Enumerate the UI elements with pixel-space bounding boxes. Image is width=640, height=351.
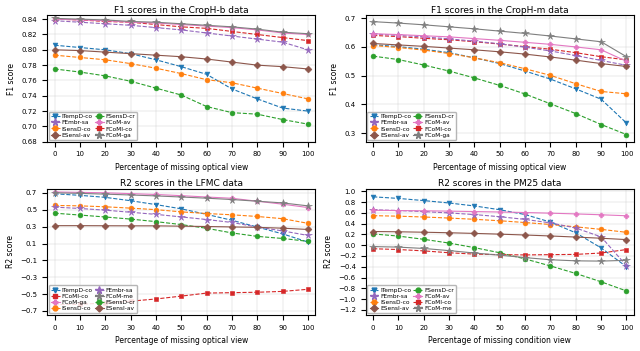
X-axis label: Percentage of missing optical view: Percentage of missing optical view <box>115 337 248 345</box>
Legend: ITempD-co, FCoMI-co, FCoM-ga, ISensD-co, FEmbr-sa, FCoM-me, FSensD-cr, ESensI-av: ITempD-co, FCoMI-co, FCoM-ga, ISensD-co,… <box>49 285 138 313</box>
Legend: ITempD-co, FEmbr-sa, ISensD-co, ESensI-av, FSensD-cr, FCoM-av, FCoMI-co, FCoM-me: ITempD-co, FEmbr-sa, ISensD-co, ESensI-a… <box>367 285 456 313</box>
Y-axis label: R2 score: R2 score <box>6 236 15 269</box>
Y-axis label: F1 score: F1 score <box>330 62 339 94</box>
Y-axis label: R2 score: R2 score <box>324 236 333 269</box>
Title: R2 scores in the LFMC data: R2 scores in the LFMC data <box>120 179 243 188</box>
Title: R2 scores in the PM25 data: R2 scores in the PM25 data <box>438 179 561 188</box>
X-axis label: Percentage of missing optical view: Percentage of missing optical view <box>115 163 248 172</box>
Title: F1 scores in the CropH-m data: F1 scores in the CropH-m data <box>431 6 568 14</box>
X-axis label: Percentage of missing condition view: Percentage of missing condition view <box>428 337 572 345</box>
Legend: ITempD-co, FEmbr-sa, ISensD-co, ESensI-av, FSensD-cr, FCoM-av, FCoMI-co, FCoM-ga: ITempD-co, FEmbr-sa, ISensD-co, ESensI-a… <box>49 112 138 140</box>
Legend: ITempD-co, FEmbr-sa, ISensD-co, ESensI-av, FSensD-cr, FCoM-av, FCoMI-co, FCoM-ga: ITempD-co, FEmbr-sa, ISensD-co, ESensI-a… <box>367 112 456 140</box>
X-axis label: Percentage of missing optical view: Percentage of missing optical view <box>433 163 566 172</box>
Y-axis label: F1 score: F1 score <box>7 62 16 94</box>
Title: F1 scores in the CropH-b data: F1 scores in the CropH-b data <box>114 6 248 14</box>
